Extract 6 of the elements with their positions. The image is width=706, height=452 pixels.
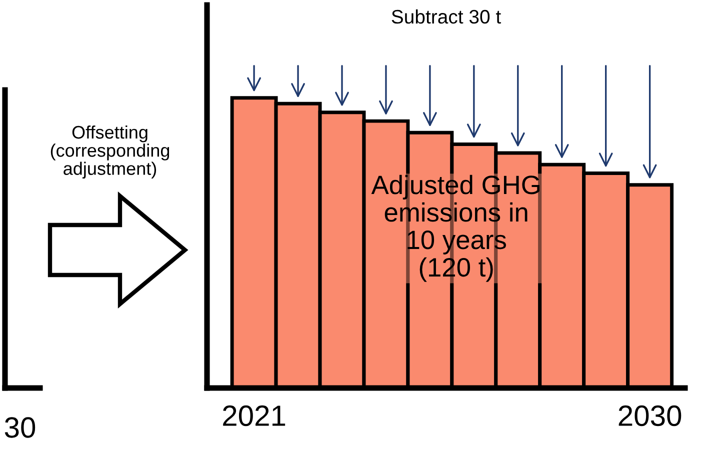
- annotation: Adjusted GHG emissions in 10 years (120 t): [371, 174, 540, 282]
- x-tick-label: 2030: [618, 405, 682, 426]
- text: 30: [4, 417, 36, 438]
- x-tick-label: 2021: [223, 405, 286, 426]
- chart-title: Subtract 30 t: [392, 9, 501, 24]
- text: Offsetting (corresponding adjustment): [50, 125, 170, 179]
